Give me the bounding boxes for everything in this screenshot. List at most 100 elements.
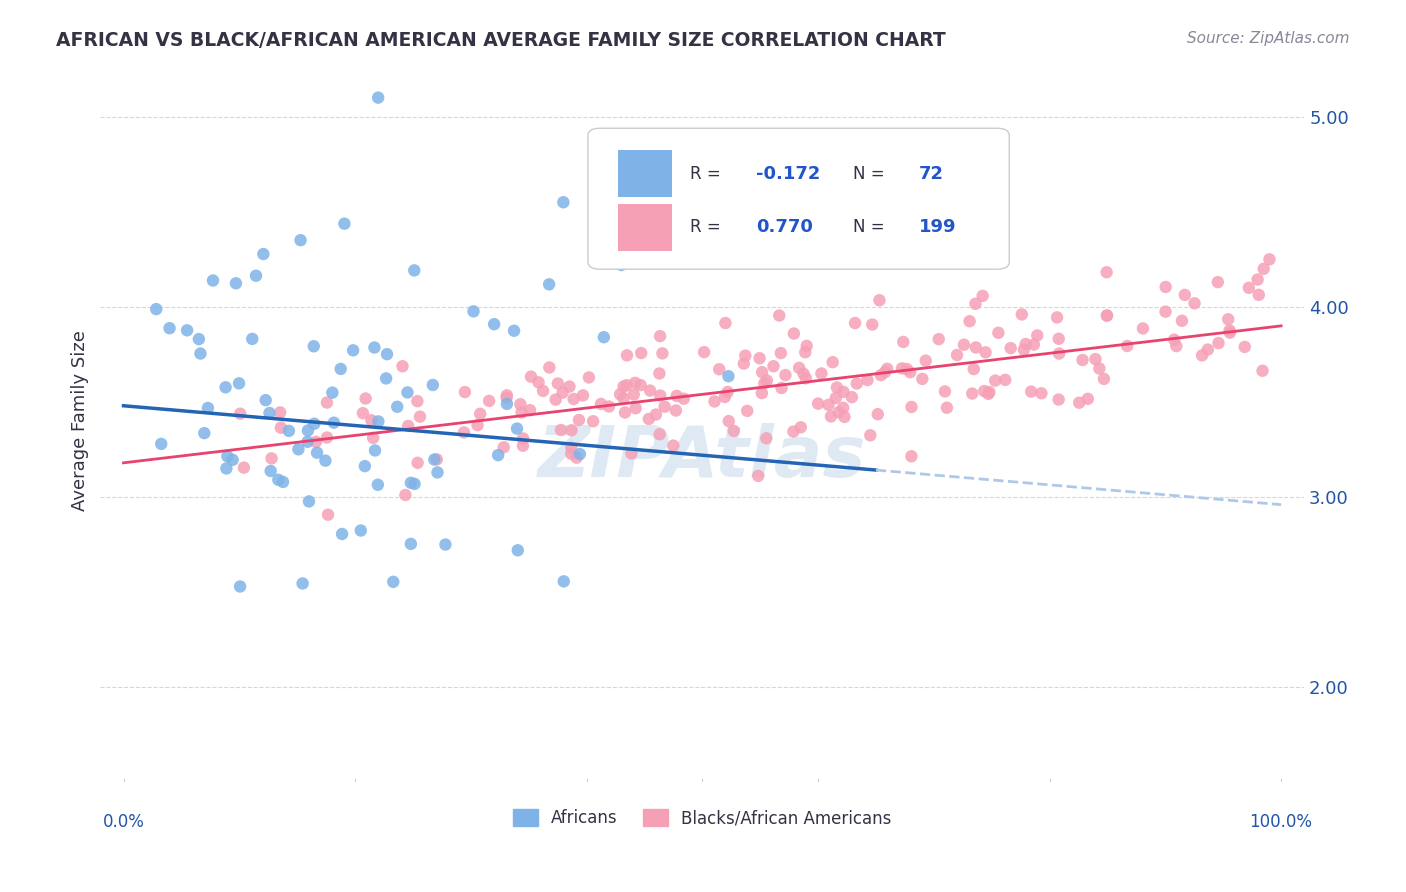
Point [896,362,918,376]
Point [960,386,983,401]
Point [538,277,561,292]
Point [316,395,339,409]
Point [399,475,422,490]
Point [1077,392,1099,406]
Point [527,376,550,390]
Point [1171,314,1194,328]
Point [364,443,387,458]
Point [713,390,735,404]
Point [612,379,634,393]
Point [329,362,352,376]
Point [187,332,209,346]
Point [1174,288,1197,302]
Point [911,372,934,386]
Point [290,233,312,247]
Point [330,527,353,541]
Point [409,409,432,424]
Point [396,419,419,434]
Point [870,368,893,383]
Point [145,302,167,317]
Text: N =: N = [853,165,890,183]
Point [1184,296,1206,310]
Point [568,447,591,461]
Point [572,388,595,402]
Point [994,373,1017,387]
Point [979,384,1001,399]
Point [482,317,505,331]
Point [214,380,236,394]
Point [638,384,661,398]
Point [859,428,882,442]
Point [1219,326,1241,340]
Point [1251,364,1274,378]
Point [321,385,343,400]
Point [630,378,652,392]
Point [291,576,314,591]
Point [735,404,758,418]
Point [367,414,389,428]
Point [1095,309,1118,323]
Point [1046,310,1069,325]
Legend: Africans, Blacks/African Americans: Africans, Blacks/African Americans [505,801,900,836]
Text: 100.0%: 100.0% [1250,813,1313,831]
Point [1191,348,1213,362]
Point [1019,384,1042,399]
Point [665,389,688,403]
Point [423,452,446,467]
Point [1047,332,1070,346]
Point [876,361,898,376]
Point [953,337,976,351]
Point [553,195,575,210]
Point [1237,281,1260,295]
Point [270,420,292,434]
Point [717,369,740,384]
Point [820,409,842,424]
Point [305,446,328,460]
Point [1011,307,1033,321]
Point [1132,321,1154,335]
Point [782,425,804,439]
Point [755,431,778,445]
Point [267,473,290,487]
Point [547,376,569,391]
Point [794,371,817,385]
Point [406,456,429,470]
Y-axis label: Average Family Size: Average Family Size [72,331,89,511]
Point [454,385,477,400]
Point [509,397,531,411]
Point [367,477,389,491]
Point [620,446,643,460]
Point [512,432,534,446]
Point [1014,337,1036,351]
Point [287,442,309,457]
Point [271,475,294,489]
Point [314,453,336,467]
Point [520,369,543,384]
Point [824,391,846,405]
Point [770,381,793,395]
Text: R =: R = [690,165,727,183]
Point [775,368,797,382]
Point [305,434,328,449]
Point [1206,275,1229,289]
Point [794,345,817,359]
Point [1047,392,1070,407]
Point [254,393,277,408]
Point [221,453,243,467]
Point [987,326,1010,340]
Point [817,398,839,412]
Point [598,400,620,414]
Text: R =: R = [690,219,727,236]
Point [841,390,863,404]
Point [259,406,281,420]
Point [900,400,922,414]
Point [159,321,181,335]
Point [703,394,725,409]
Point [297,424,319,438]
Point [260,451,283,466]
Point [662,439,685,453]
Point [562,392,585,406]
Point [610,258,633,272]
Point [807,396,830,410]
Point [302,339,325,353]
